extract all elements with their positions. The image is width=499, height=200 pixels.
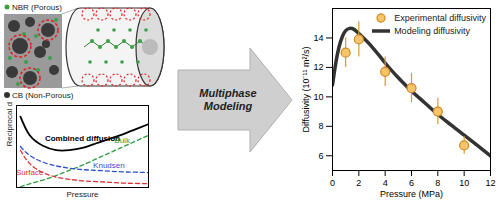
svg-text:Pressure: Pressure bbox=[66, 190, 99, 199]
svg-text:Diffusivity (10⁻¹¹ m²/s): Diffusivity (10⁻¹¹ m²/s) bbox=[301, 47, 311, 133]
svg-text:2: 2 bbox=[356, 178, 361, 188]
svg-text:4: 4 bbox=[383, 178, 388, 188]
svg-text:6: 6 bbox=[409, 178, 414, 188]
svg-text:Bulk: Bulk bbox=[114, 136, 131, 145]
svg-text:NBR (Porous): NBR (Porous) bbox=[12, 3, 62, 12]
svg-text:Surface: Surface bbox=[16, 168, 44, 177]
svg-text:Modeling: Modeling bbox=[204, 100, 253, 112]
svg-text:10: 10 bbox=[459, 178, 469, 188]
html-text:Experimental diffusivity: Experimental diffusivity bbox=[394, 12, 486, 23]
svg-text:Pressure (MPa): Pressure (MPa) bbox=[380, 189, 443, 199]
html-text:Modeling diffusivity: Modeling diffusivity bbox=[394, 25, 470, 36]
svg-text:CB (Non-Porous): CB (Non-Porous) bbox=[12, 91, 74, 100]
svg-text:Multiphase: Multiphase bbox=[199, 87, 256, 99]
svg-text:12: 12 bbox=[313, 62, 323, 72]
svg-text:8: 8 bbox=[435, 178, 440, 188]
svg-text:14: 14 bbox=[313, 33, 323, 43]
svg-text:0: 0 bbox=[330, 178, 335, 188]
svg-text:6: 6 bbox=[318, 151, 323, 161]
svg-text:Knudsen: Knudsen bbox=[93, 161, 125, 170]
svg-text:12: 12 bbox=[485, 178, 495, 188]
svg-text:10: 10 bbox=[313, 92, 323, 102]
svg-text:8: 8 bbox=[318, 121, 323, 131]
svg-text:Combined diffusion: Combined diffusion bbox=[45, 134, 120, 143]
svg-text:Reciprocal diffusivity: Reciprocal diffusivity bbox=[5, 102, 14, 147]
